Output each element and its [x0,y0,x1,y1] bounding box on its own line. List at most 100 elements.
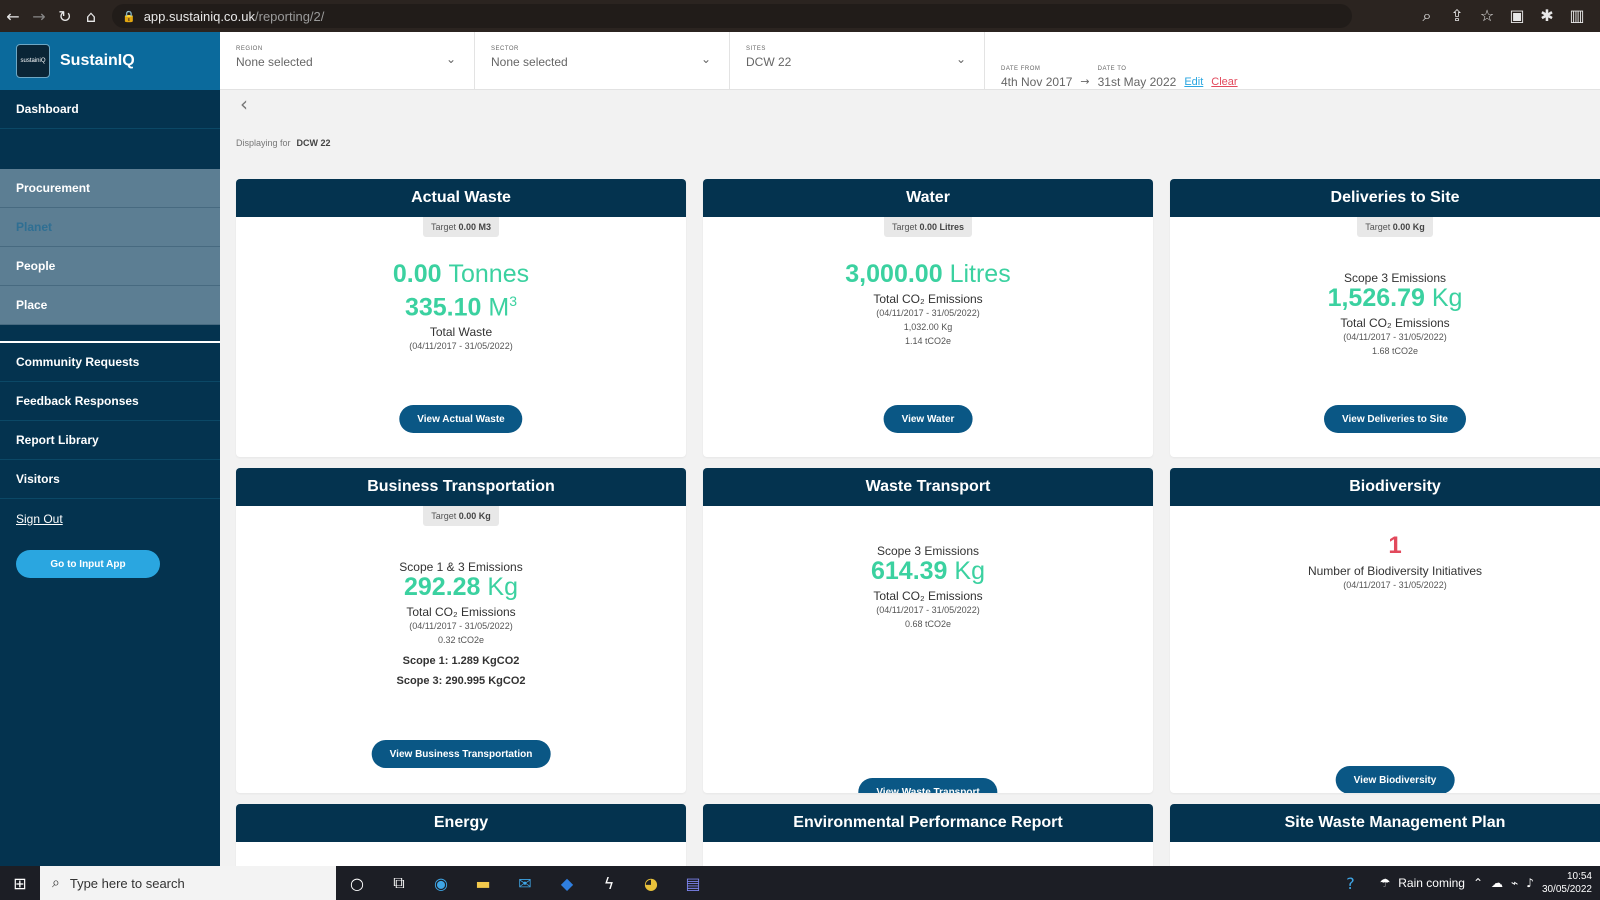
date-clear-link[interactable]: Clear [1211,76,1238,88]
weather-icon: ☂ [1379,876,1391,890]
secondary-value: 335.10 M3 [404,293,518,322]
sidebar-item-report-library[interactable]: Report Library [0,421,220,460]
weather-text[interactable]: Rain coming [1398,876,1465,890]
sidebar-divider [0,325,220,343]
forward-icon[interactable]: → [32,6,46,26]
go-to-input-app-button[interactable]: Go to Input App [16,550,160,578]
sidebar: sustainiQ SustainIQ Dashboard Procuremen… [0,32,220,866]
target-badge: Target 0.00 M3 [422,217,500,237]
sidebar-item-community-requests[interactable]: Community Requests [0,343,220,382]
deliveries-card: Deliveries to Site Target 0.00 Kg Scope … [1170,179,1600,457]
chevron-left-icon[interactable]: ‹ [240,92,248,116]
sub-title: Total CO₂ Emissions [873,292,983,306]
app-bolt-icon[interactable]: ϟ [603,873,615,893]
region-filter-label: Region [236,46,263,52]
brand[interactable]: sustainiQ SustainIQ [0,32,220,90]
view-deliveries-button[interactable]: View Deliveries to Site [1324,405,1466,433]
clock-time: 10:54 [1566,871,1592,882]
view-waste-transport-button[interactable]: View Waste Transport [858,778,998,793]
volume-icon[interactable]: ♪ [1526,876,1534,890]
sites-filter-label: Sites [746,46,766,52]
waste-transport-card: Waste Transport Scope 3 Emissions 614.39… [703,468,1153,793]
sidebar-item-procurement[interactable]: Procurement [0,169,220,208]
scope-label: Scope 3 Emissions [1343,271,1447,285]
date-range: (04/11/2017 - 31/05/2022) [1343,332,1447,342]
clock-date: 30/05/2022 [1541,884,1592,895]
primary-value: 3,000.00 Litres [845,260,1011,288]
sub-title: Total CO₂ Emissions [873,589,983,603]
url-path: /reporting/2/ [255,8,325,24]
date-range: (04/11/2017 - 31/05/2022) [409,341,513,352]
displaying-for: Displaying for DCW 22 [236,138,331,148]
date-range: (04/11/2017 - 31/05/2022) [876,308,980,318]
cortana-icon[interactable]: ○ [350,873,364,893]
mail-icon[interactable]: ✉ [518,873,532,893]
emissions-tco2e: 1.68 tCO2e [1371,346,1419,356]
emissions-tco2e: 1.14 tCO2e [904,336,952,346]
filter-bar: Region None selected ⌄ Sector None selec… [220,32,1600,90]
region-filter[interactable]: Region None selected ⌄ [220,32,475,89]
sidepanel-icon[interactable]: ▥ [1569,6,1585,25]
edge-icon[interactable]: ◉ [434,873,448,893]
card-title: Actual Waste [236,179,686,217]
date-filter: Date from 4th Nov 2017 → Date to 31st Ma… [985,32,1254,89]
target-badge: Target 0.00 Kg [1357,217,1433,237]
onedrive-icon[interactable]: ☁ [1491,876,1504,890]
sub-title: Total CO₂ Emissions [1340,316,1450,330]
sidebar-item-dashboard[interactable]: Dashboard [0,90,220,129]
sub-title: Total CO₂ Emissions [406,605,516,619]
zoom-icon[interactable]: ⌕ [1422,6,1432,25]
view-actual-waste-button[interactable]: View Actual Waste [399,405,523,433]
sector-filter[interactable]: Sector None selected ⌄ [475,32,730,89]
view-biodiversity-button[interactable]: View Biodiversity [1335,766,1455,793]
date-range: (04/11/2017 - 31/05/2022) [1343,580,1447,590]
view-business-transport-button[interactable]: View Business Transportation [371,740,551,768]
card-title: Biodiversity [1170,468,1600,506]
sub-title: Total Waste [429,325,493,340]
sidebar-item-people[interactable]: People [0,247,220,286]
home-icon[interactable]: ⌂ [85,6,97,26]
back-icon[interactable]: ← [6,6,20,26]
chrome-icon[interactable]: ◕ [644,873,658,893]
chevron-down-icon: ⌄ [445,52,456,66]
sidebar-spacer [0,129,220,169]
emissions-kg: 1,032.00 Kg [903,322,953,332]
dropbox-icon[interactable]: ◆ [560,873,574,893]
sign-out-link[interactable]: Sign Out [16,511,63,526]
sidebar-item-planet[interactable]: Planet [0,208,220,247]
card-title: Business Transportation [236,468,686,506]
share-icon[interactable]: ⇪ [1450,6,1464,25]
file-explorer-icon[interactable]: ▬ [475,873,491,893]
actual-waste-card: Actual Waste Target 0.00 M3 0.00 Tonnes … [236,179,686,457]
biodiversity-count: 1 [1388,532,1402,559]
displaying-label: Displaying for [236,138,291,148]
card-title: Environmental Performance Report [703,804,1153,842]
puzzle-icon[interactable]: ✱ [1540,6,1554,25]
sidebar-item-feedback-responses[interactable]: Feedback Responses [0,382,220,421]
reload-icon[interactable]: ↻ [58,6,72,26]
scope-label: Scope 1 & 3 Emissions [399,560,523,574]
windows-start-icon[interactable]: ⊞ [13,873,27,893]
address-bar[interactable]: 🔒 app.sustainiq.co.uk/reporting/2/ [112,4,1352,28]
help-icon[interactable]: ? [1346,873,1355,893]
taskbar-clock[interactable]: 10:54 30/05/2022 [1542,870,1592,896]
sidebar-item-place[interactable]: Place [0,286,220,325]
sidebar-item-visitors[interactable]: Visitors [0,460,220,499]
teams-icon[interactable]: ▤ [685,873,701,893]
sites-filter-value: DCW 22 [746,55,792,69]
view-water-button[interactable]: View Water [883,405,973,433]
date-range: (04/11/2017 - 31/05/2022) [409,621,513,631]
tray-chevron-up-icon[interactable]: ⌃ [1472,876,1484,890]
region-filter-value: None selected [236,55,313,69]
emissions-tco2e: 0.32 tCO2e [437,635,485,645]
arrow-right-icon: → [1080,75,1090,88]
task-view-icon[interactable]: ⧉ [393,873,405,892]
sub-title: Number of Biodiversity Initiatives [1307,564,1483,578]
network-icon[interactable]: ⌁ [1511,876,1519,890]
sites-filter[interactable]: Sites DCW 22 ⌄ [730,32,985,89]
extension-icon[interactable]: ▣ [1509,6,1525,25]
star-icon[interactable]: ☆ [1479,6,1495,25]
emissions-tco2e: 0.68 tCO2e [904,619,952,629]
date-edit-link[interactable]: Edit [1184,76,1204,88]
taskbar-search[interactable]: ⌕ Type here to search [40,866,336,900]
